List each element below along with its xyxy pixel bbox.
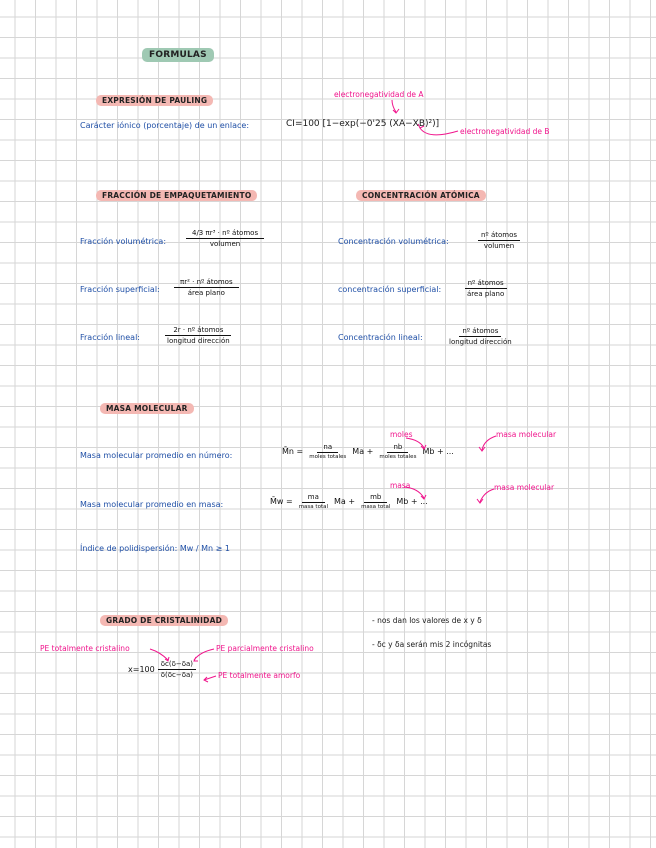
page-title: FORMULAS bbox=[142, 48, 214, 62]
fraction-denominator: longitud dirección bbox=[449, 338, 512, 346]
note-electroneg-b: electronegatividad de B bbox=[460, 127, 550, 136]
pauling-formula: CI=100 [1−exp(−0'25 (XA−XB)²)] bbox=[286, 119, 440, 129]
masa-heading: MASA MOLECULAR bbox=[100, 403, 194, 414]
fraction-numerator: δc(δ−δa) bbox=[157, 660, 197, 670]
fraccion-lineal-fraction: 2r · nº átomos longitud dirección bbox=[164, 325, 233, 345]
pauling-label: Carácter iónico (porcentaje) de un enlac… bbox=[80, 121, 250, 130]
fraction-numerator: 2r · nº átomos bbox=[165, 326, 232, 336]
fraction-denominator: masa total bbox=[298, 504, 328, 510]
indice-polidispersion: Índice de polidispersión: Mw / Mn ≥ 1 bbox=[80, 544, 230, 553]
fraccion-superficial-fraction: πr² · nº átomos área plano bbox=[174, 277, 239, 297]
fraction-numerator: 4/3 πr³ · nº átomos bbox=[186, 229, 265, 239]
formula-term: Mb + ... bbox=[422, 447, 454, 456]
note-moles: moles bbox=[390, 430, 413, 439]
fraction-denominator: moles totales bbox=[379, 454, 417, 460]
concentracion-volumetrica-label: Concentración volumétrica: bbox=[338, 237, 449, 246]
fraction-numerator: na bbox=[317, 443, 339, 453]
formula-term: Ma + bbox=[352, 447, 374, 456]
fraccion-volumetrica-fraction: 4/3 πr³ · nº átomos volumen bbox=[186, 228, 265, 248]
cristalinidad-heading: GRADO DE CRISTALINIDAD bbox=[100, 615, 229, 626]
fraction-denominator: volumen bbox=[209, 240, 241, 248]
fraction-numerator: nº átomos bbox=[459, 327, 502, 337]
concentracion-lineal-label: Concentración lineal: bbox=[338, 333, 423, 342]
fraction-denominator: longitud dirección bbox=[167, 337, 230, 345]
masa-numero-label: Masa molecular promedio en número: bbox=[80, 451, 233, 460]
fraccion-superficial-label: Fracción superficial: bbox=[80, 285, 160, 294]
fraction-numerator: mb bbox=[364, 493, 388, 503]
concentracion-volumetrica-fraction: nº átomos volumen bbox=[478, 230, 521, 250]
fraccion-lineal-label: Fracción lineal: bbox=[80, 333, 140, 342]
note-masa: masa bbox=[390, 481, 411, 490]
fraction-numerator: nb bbox=[387, 443, 409, 453]
fraction-denominator: volumen bbox=[483, 242, 515, 250]
fraction-numerator: πr² · nº átomos bbox=[174, 278, 239, 288]
fraction-denominator: moles totales bbox=[309, 454, 347, 460]
note-totalmente-cristalino: PE totalmente cristalino bbox=[40, 644, 130, 653]
fraction-denominator: masa total bbox=[361, 504, 391, 510]
note-masa-molecular: masa molecular bbox=[496, 430, 557, 439]
masa-peso-label: Masa molecular promedio en masa: bbox=[80, 500, 224, 509]
formula-term: Mb + ... bbox=[396, 497, 428, 506]
note-parcialmente-cristalino: PE parcialmente cristalino bbox=[216, 644, 314, 653]
formula-lhs: M̄w = bbox=[270, 497, 293, 506]
masa-numero-formula: M̄n = na moles totales Ma + nb moles total… bbox=[282, 443, 454, 460]
fraccion-volumetrica-label: Fracción volumétrica: bbox=[80, 237, 167, 246]
fraction-numerator: nº átomos bbox=[478, 231, 521, 241]
formula-lhs: x=100 bbox=[128, 665, 155, 674]
concentracion-superficial-label: concentración superficial: bbox=[338, 285, 442, 294]
note-masa-molecular-2: masa molecular bbox=[494, 483, 555, 492]
formula-lhs: M̄n = bbox=[282, 447, 304, 456]
concentracion-superficial-fraction: nº átomos área plano bbox=[464, 278, 507, 298]
masa-peso-formula: M̄w = ma masa total Ma + mb masa total Mb … bbox=[270, 493, 428, 510]
bullet-1: - nos dan los valores de x y δ bbox=[372, 616, 482, 625]
formula-term: Ma + bbox=[334, 497, 356, 506]
pauling-heading: EXPRESIÓN DE PAULING bbox=[96, 95, 214, 106]
note-electroneg-a: electronegatividad de A bbox=[334, 90, 424, 99]
note-totalmente-amorfo: PE totalmente amorfo bbox=[218, 671, 301, 680]
fraction-denominator: área plano bbox=[467, 290, 505, 298]
bullet-2: - δc y δa serán mis 2 incógnitas bbox=[372, 640, 492, 649]
fraction-numerator: ma bbox=[301, 493, 325, 503]
fraction-denominator: área plano bbox=[187, 289, 225, 297]
concentracion-lineal-fraction: nº átomos longitud dirección bbox=[446, 326, 515, 346]
concentracion-heading: CONCENTRACIÓN ATÓMICA bbox=[356, 190, 486, 201]
cristalinidad-formula: x=100 δc(δ−δa) δ(δc−δa) bbox=[128, 660, 197, 679]
fraction-denominator: δ(δc−δa) bbox=[160, 671, 194, 679]
empaquetamiento-heading: FRACCIÓN DE EMPAQUETAMIENTO bbox=[96, 190, 258, 201]
fraction-numerator: nº átomos bbox=[464, 279, 507, 289]
